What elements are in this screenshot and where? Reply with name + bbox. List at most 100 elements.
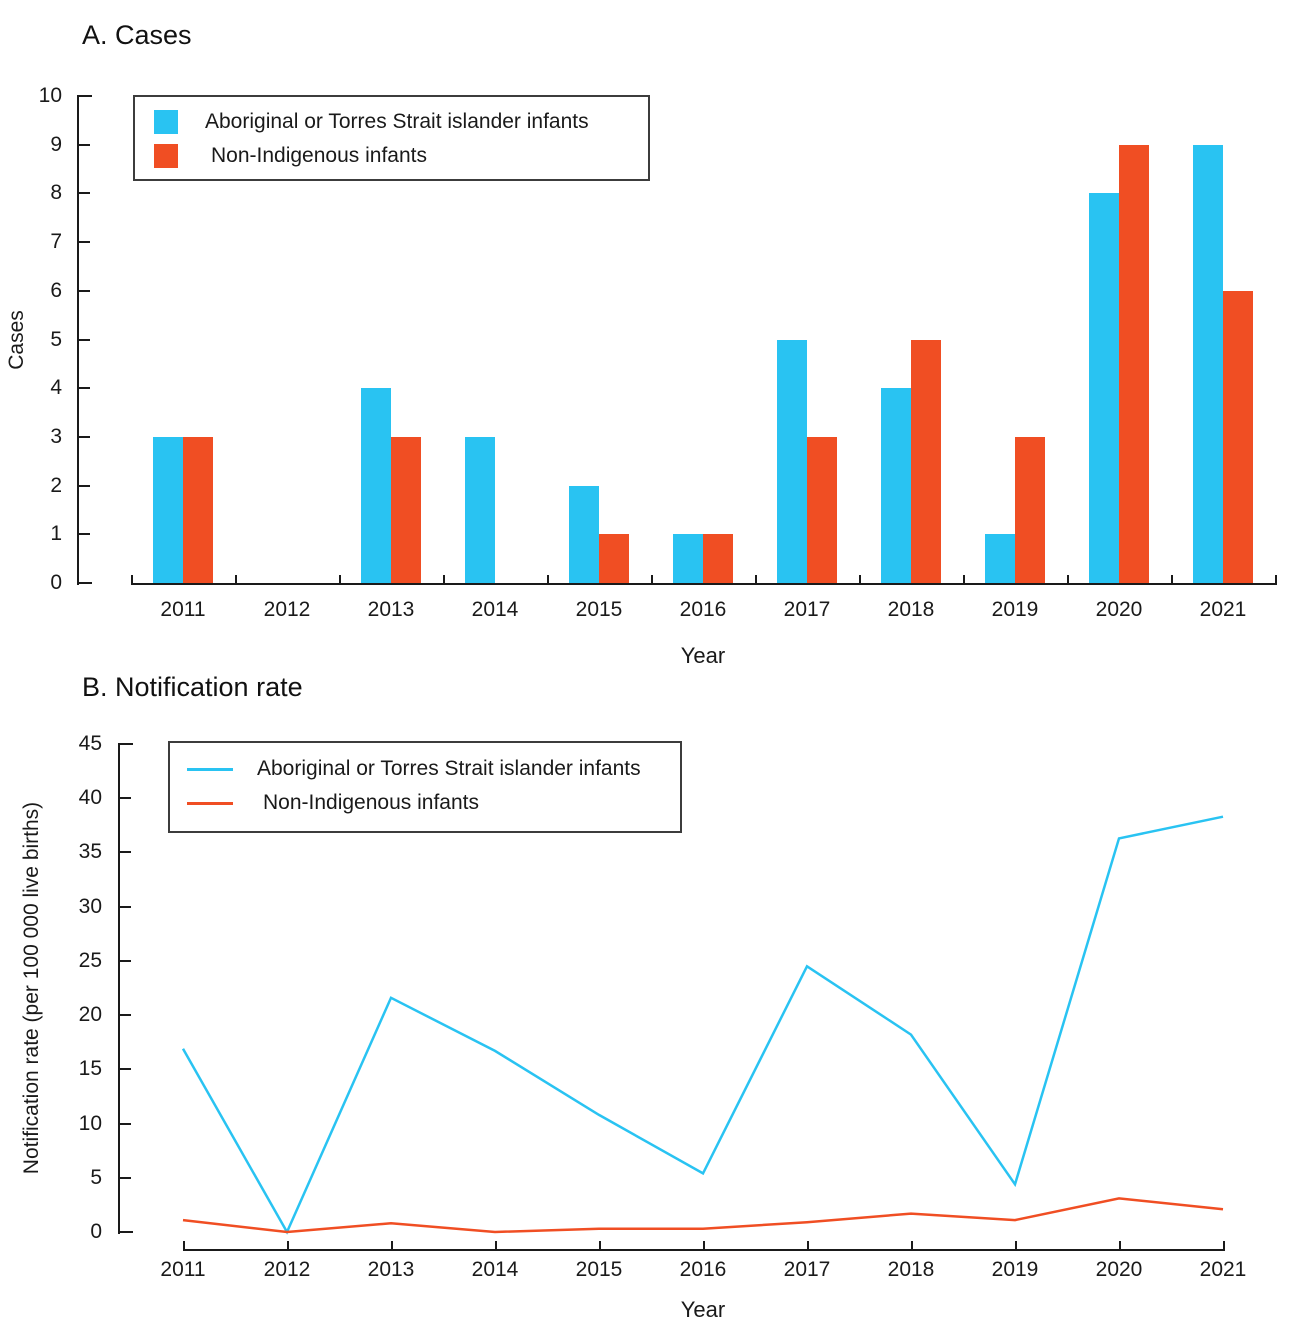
panel-a-x-tick-label: 2019 <box>991 598 1039 621</box>
panel-a-y-tick-label: 1 <box>50 522 62 546</box>
panel-a-y-tick-label: 5 <box>50 327 62 351</box>
panel-a-x-tick-label: 2015 <box>575 598 623 621</box>
legend-line-swatch-non-indigenous <box>187 801 233 805</box>
panel-a-title: A. Cases <box>82 20 192 50</box>
panel-b-y-tick <box>120 1176 131 1179</box>
bar-non-indigenous-2017 <box>807 436 837 583</box>
panel-b-y-tick <box>120 959 131 962</box>
panel-b-y-tick-label: 45 <box>78 732 102 756</box>
panel-b-y-tick <box>120 1014 131 1017</box>
bar-non-indigenous-2015 <box>599 534 629 583</box>
panel-b-x-tick-label: 2017 <box>783 1258 831 1281</box>
panel-b-y-tick <box>120 905 131 908</box>
bar-non-indigenous-2021 <box>1223 290 1253 583</box>
panel-a-y-tick-label: 6 <box>50 278 62 302</box>
panel-b-y-tick-label: 0 <box>90 1220 102 1243</box>
panel-b-x-tick <box>1119 1241 1121 1251</box>
panel-b-x-tick-label: 2018 <box>887 1258 935 1281</box>
panel-b-y-axis <box>118 743 120 1234</box>
panel-a-y-tick-label: 9 <box>50 132 62 156</box>
legend-label-non-indigenous: Non-Indigenous infants <box>263 791 479 814</box>
panel-a-x-tick-label: 2020 <box>1095 598 1143 621</box>
panel-b-x-tick-label: 2015 <box>575 1258 623 1281</box>
panel-b-y-tick-label: 30 <box>78 894 102 918</box>
bar-indigenous-2017 <box>777 339 807 583</box>
panel-b-x-tick-label: 2019 <box>991 1258 1039 1281</box>
panel-b-x-tick <box>287 1241 289 1251</box>
legend-row-non-indigenous: Non-Indigenous infants <box>154 139 648 173</box>
bar-indigenous-2014 <box>465 436 495 583</box>
panel-a-x-tick-label: 2014 <box>471 598 519 621</box>
legend-row-indigenous: Aboriginal or Torres Strait islander inf… <box>154 105 648 139</box>
bar-non-indigenous-2020 <box>1119 144 1149 583</box>
panel-a-y-tick-label: 7 <box>50 230 62 254</box>
bar-non-indigenous-2019 <box>1015 436 1045 583</box>
panel-a-y-tick-label: 3 <box>50 424 62 448</box>
panel-a-x-tick-label: 2017 <box>783 598 831 621</box>
panel-a-x-tick <box>859 575 861 585</box>
panel-b-y-tick <box>120 743 133 746</box>
bar-non-indigenous-2018 <box>911 339 941 583</box>
bar-indigenous-2013 <box>361 388 391 583</box>
bar-indigenous-2019 <box>985 534 1015 583</box>
panel-b-x-tick <box>391 1241 393 1251</box>
bar-non-indigenous-2016 <box>703 534 733 583</box>
panel-a-x-axis <box>131 583 1277 585</box>
panel-a-x-tick-label: 2016 <box>679 598 727 621</box>
panel-b-x-tick-label: 2014 <box>471 1258 519 1281</box>
legend-label-indigenous: Aboriginal or Torres Strait islander inf… <box>205 110 589 133</box>
panel-b-x-tick <box>495 1241 497 1251</box>
panel-b-y-tick-label: 5 <box>90 1165 102 1189</box>
panel-a-x-tick-label: 2013 <box>367 598 415 621</box>
legend-swatch-indigenous <box>154 110 178 134</box>
panel-b-x-tick-label: 2020 <box>1095 1258 1143 1281</box>
bar-indigenous-2018 <box>881 388 911 583</box>
panel-b-y-tick <box>120 1231 133 1233</box>
panel-b-x-tick <box>599 1241 601 1251</box>
panel-a-x-tick-label: 2018 <box>887 598 935 621</box>
bar-non-indigenous-2013 <box>391 436 421 583</box>
panel-b-x-tick <box>911 1241 913 1251</box>
legend-row-non-indigenous: Non-Indigenous infants <box>187 786 680 820</box>
panel-b-y-tick <box>120 1068 131 1071</box>
panel-a-y-tick <box>79 192 90 195</box>
panel-b-x-tick <box>703 1241 705 1251</box>
panel-a-y-tick <box>79 387 90 390</box>
panel-a-y-axis <box>77 95 79 585</box>
panel-a-legend: Aboriginal or Torres Strait islander inf… <box>133 95 650 181</box>
panel-a-x-tick <box>651 575 653 585</box>
panel-b-x-tick <box>1223 1241 1225 1251</box>
bar-indigenous-2020 <box>1089 193 1119 583</box>
panel-b-y-tick-label: 10 <box>78 1111 102 1135</box>
panel-a-x-tick <box>1067 575 1069 585</box>
panel-b-x-tick <box>1015 1241 1017 1251</box>
panel-b-legend: Aboriginal or Torres Strait islander inf… <box>168 741 682 833</box>
panel-a-y-tick <box>79 533 90 536</box>
panel-a-x-tick <box>1275 575 1277 585</box>
panel-a-x-tick-label: 2012 <box>263 598 311 621</box>
panel-a-y-tick <box>79 289 90 292</box>
panel-a-y-tick-label: 8 <box>50 181 62 205</box>
panel-a-y-tick-label: 2 <box>50 473 62 497</box>
panel-a-x-tick <box>963 575 965 585</box>
panel-b-x-tick-label: 2013 <box>367 1258 415 1281</box>
panel-a-x-tick <box>547 575 549 585</box>
legend-label-indigenous: Aboriginal or Torres Strait islander inf… <box>257 757 641 780</box>
panel-a-x-tick <box>235 575 237 585</box>
legend-line-swatch-indigenous <box>187 767 233 771</box>
panel-a-y-tick <box>79 484 90 487</box>
bar-non-indigenous-2011 <box>183 436 213 583</box>
panel-a-x-tick <box>131 575 133 585</box>
panel-b-y-tick-label: 20 <box>78 1003 102 1027</box>
bar-indigenous-2015 <box>569 485 599 583</box>
bar-indigenous-2016 <box>673 534 703 583</box>
panel-b-x-axis-title: Year <box>680 1297 726 1322</box>
panel-b-y-tick-label: 25 <box>78 948 102 972</box>
panel-a-y-tick-label: 0 <box>50 571 62 594</box>
panel-a-y-tick <box>79 241 90 244</box>
panel-b-y-tick-label: 15 <box>78 1057 102 1081</box>
panel-a-x-tick-label: 2021 <box>1199 598 1247 621</box>
panel-a-y-tick <box>79 143 90 146</box>
